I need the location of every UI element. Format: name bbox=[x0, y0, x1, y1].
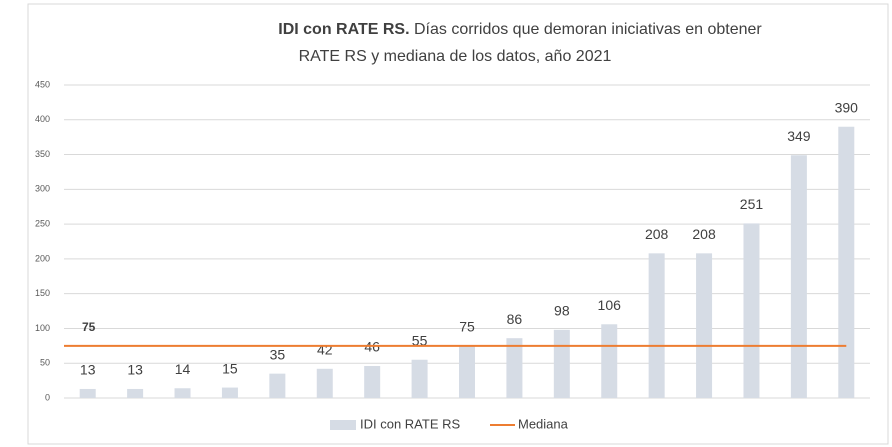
bar bbox=[364, 366, 381, 398]
y-tick-label: 400 bbox=[35, 114, 50, 124]
value-label: 15 bbox=[222, 360, 238, 376]
value-label: 208 bbox=[692, 226, 716, 242]
y-tick-label: 300 bbox=[35, 184, 50, 194]
y-tick-label: 250 bbox=[35, 218, 50, 228]
bar bbox=[790, 155, 807, 398]
bar bbox=[79, 388, 96, 398]
y-tick-label: 50 bbox=[40, 358, 50, 368]
bar bbox=[838, 126, 855, 398]
bar bbox=[174, 388, 191, 398]
value-label: 349 bbox=[787, 128, 811, 144]
value-label: 98 bbox=[554, 303, 570, 319]
bar bbox=[601, 324, 618, 398]
chart-title: IDI con RATE RS. Días corridos que demor… bbox=[278, 21, 762, 38]
legend-swatch bbox=[330, 420, 356, 430]
y-tick-label: 450 bbox=[35, 79, 50, 89]
value-label: 390 bbox=[835, 99, 859, 115]
y-tick-label: 350 bbox=[35, 149, 50, 159]
bar bbox=[411, 359, 428, 398]
value-label: 35 bbox=[270, 346, 286, 362]
median-label: 75 bbox=[82, 320, 96, 334]
bar bbox=[127, 388, 144, 398]
value-label: 55 bbox=[412, 332, 428, 348]
chart-title-line2: RATE RS y mediana de los datos, año 2021 bbox=[299, 48, 612, 65]
bar bbox=[743, 223, 760, 398]
value-label: 208 bbox=[645, 226, 669, 242]
y-tick-label: 0 bbox=[45, 392, 50, 402]
bar bbox=[459, 345, 475, 398]
y-tick-label: 100 bbox=[35, 323, 50, 333]
bar bbox=[221, 387, 238, 398]
bar bbox=[696, 253, 713, 398]
bar bbox=[269, 373, 286, 398]
value-label: 13 bbox=[80, 362, 96, 378]
value-label: 13 bbox=[127, 362, 143, 378]
value-label: 14 bbox=[175, 361, 191, 377]
y-tick-label: 150 bbox=[35, 288, 50, 298]
bar bbox=[506, 338, 523, 398]
value-label: 75 bbox=[459, 319, 475, 335]
value-label: 251 bbox=[740, 196, 764, 212]
title-bold: IDI con RATE RS. bbox=[278, 21, 409, 38]
title-rest: Días corridos que demoran iniciativas en… bbox=[414, 21, 762, 38]
legend-label: Mediana bbox=[518, 416, 569, 431]
bar bbox=[648, 253, 665, 398]
value-label: 42 bbox=[317, 341, 333, 357]
value-label: 106 bbox=[598, 297, 622, 313]
legend-label: IDI con RATE RS bbox=[360, 416, 461, 431]
y-tick-label: 200 bbox=[35, 253, 50, 263]
bar bbox=[553, 329, 570, 398]
bar bbox=[316, 368, 333, 398]
value-label: 86 bbox=[507, 311, 523, 327]
